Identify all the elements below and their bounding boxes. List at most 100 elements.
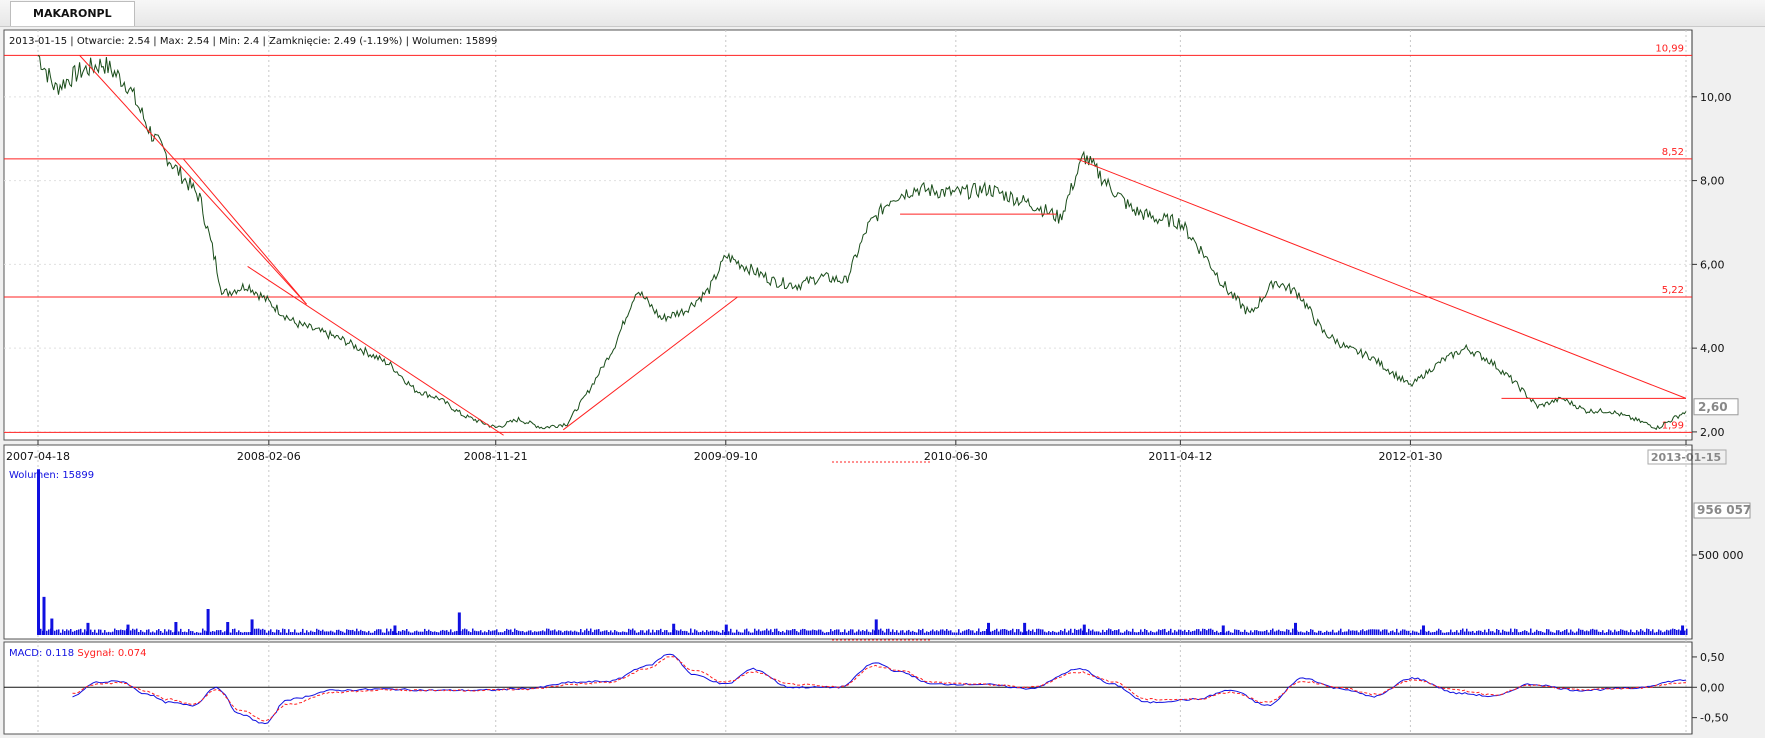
volume-bar — [104, 630, 106, 635]
volume-bar — [956, 632, 958, 635]
volume-bar — [756, 630, 758, 635]
volume-bar — [446, 630, 448, 635]
volume-bar — [808, 630, 810, 635]
volume-bar — [276, 629, 278, 635]
volume-bar — [452, 632, 454, 635]
volume-bar — [470, 632, 472, 635]
volume-bar — [120, 629, 122, 635]
volume-bar — [724, 631, 726, 635]
volume-bar — [1126, 629, 1128, 635]
volume-bar — [314, 632, 316, 635]
volume-bar — [1328, 631, 1330, 635]
volume-bar — [772, 632, 774, 635]
volume-bar — [1130, 631, 1132, 635]
volume-bar — [378, 629, 380, 635]
volume-bar — [72, 631, 74, 635]
volume-bar — [68, 630, 70, 635]
volume-bar — [1324, 632, 1326, 635]
volume-bar — [1478, 630, 1480, 635]
volume-bar — [1400, 630, 1402, 635]
volume-bar — [1364, 631, 1366, 635]
volume-bar — [338, 629, 340, 635]
volume-bar — [434, 631, 436, 635]
volume-bar — [1672, 628, 1674, 635]
volume-bar — [290, 632, 292, 635]
volume-bar — [716, 630, 718, 635]
volume-bar — [342, 631, 344, 635]
volume-bar — [862, 630, 864, 635]
volume-bar — [1538, 631, 1540, 635]
volume-bar — [568, 631, 570, 635]
volume-bar — [946, 629, 948, 635]
volume-last-value-box: 956 057 — [1693, 502, 1751, 519]
volume-bar — [748, 631, 750, 635]
volume-bar — [1570, 629, 1572, 635]
volume-bar — [598, 629, 600, 635]
volume-bar — [1172, 632, 1174, 635]
volume-bar — [262, 628, 264, 635]
volume-bar — [704, 632, 706, 635]
volume-bar — [1000, 629, 1002, 635]
volume-bar — [1600, 632, 1602, 635]
volume-bar — [304, 632, 306, 635]
volume-bar — [270, 629, 272, 635]
volume-bar — [206, 609, 210, 635]
volume-bar — [418, 631, 420, 635]
volume-bar — [1366, 630, 1368, 635]
volume-bar — [288, 629, 290, 635]
volume-bar — [1514, 628, 1516, 635]
volume-bar — [928, 631, 930, 635]
volume-bar — [292, 632, 294, 635]
volume-bar — [1242, 631, 1244, 635]
volume-bar — [574, 630, 576, 635]
volume-bar — [1290, 632, 1292, 635]
volume-bar — [370, 632, 372, 635]
volume-bar — [1658, 629, 1660, 635]
volume-bar — [874, 619, 878, 635]
volume-bar — [1342, 632, 1344, 635]
volume-bar — [826, 632, 828, 635]
volume-bar — [472, 628, 474, 635]
volume-bar — [182, 631, 184, 635]
volume-bar — [850, 629, 852, 635]
volume-bar — [1564, 629, 1566, 635]
volume-bar — [46, 630, 48, 635]
tab-makaronpl[interactable]: MAKARONPL — [10, 1, 135, 26]
volume-bar — [1318, 630, 1320, 635]
volume-bar — [1456, 630, 1458, 635]
volume-bar — [1320, 630, 1322, 635]
volume-bar — [466, 629, 468, 635]
volume-bar — [172, 632, 174, 635]
volume-bar — [1294, 622, 1298, 635]
volume-bar — [948, 630, 950, 635]
macd-tick-label: 0,00 — [1700, 681, 1725, 694]
volume-bar — [1108, 628, 1110, 635]
volume-bar — [384, 632, 386, 635]
volume-bar — [1624, 630, 1626, 635]
volume-bar — [1640, 629, 1642, 635]
volume-bar — [542, 630, 544, 635]
volume-bar — [1210, 628, 1212, 635]
volume-bar — [442, 629, 444, 635]
volume-bar — [422, 631, 424, 635]
volume-bar — [334, 632, 336, 635]
volume-bar — [690, 628, 692, 635]
volume-bar — [1052, 630, 1054, 635]
volume-bar — [800, 629, 802, 635]
volume-bar — [300, 631, 302, 635]
volume-bar — [664, 630, 666, 635]
volume-bar — [964, 630, 966, 635]
volume-bar — [308, 632, 310, 635]
volume-bar — [1180, 629, 1182, 635]
volume-bar — [1282, 631, 1284, 635]
volume-bar — [224, 631, 226, 635]
volume-bar — [1622, 629, 1624, 635]
volume-bar — [1078, 629, 1080, 635]
volume-bar — [1492, 631, 1494, 635]
volume-bar — [974, 632, 976, 635]
volume-bar — [1494, 632, 1496, 635]
volume-bar — [154, 632, 156, 635]
volume-bar — [238, 630, 240, 635]
volume-bar — [1190, 631, 1192, 635]
volume-bar — [832, 631, 834, 635]
